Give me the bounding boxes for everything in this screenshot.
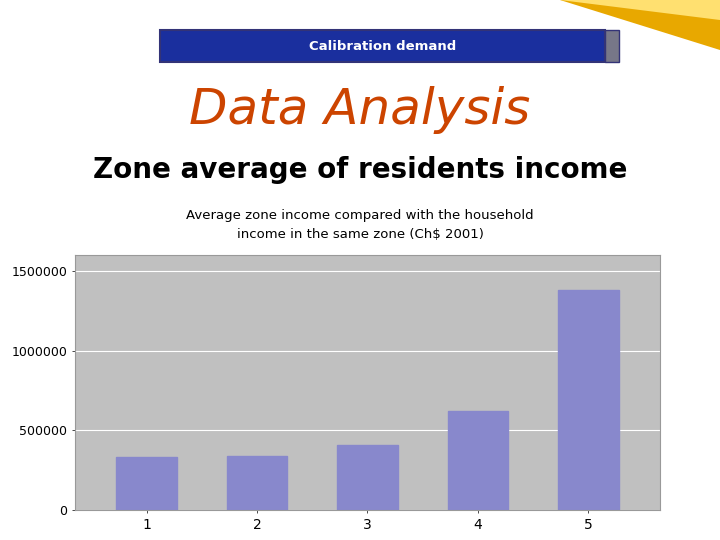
- Polygon shape: [440, 0, 720, 50]
- Polygon shape: [560, 0, 720, 20]
- Bar: [558, 290, 618, 510]
- Bar: [117, 457, 177, 510]
- FancyBboxPatch shape: [160, 30, 605, 62]
- Text: Calibration demand: Calibration demand: [309, 39, 456, 52]
- Text: Data Analysis: Data Analysis: [189, 86, 531, 134]
- Text: Zone average of residents income: Zone average of residents income: [93, 156, 627, 184]
- Bar: [337, 444, 398, 510]
- Text: Average zone income compared with the household
income in the same zone (Ch$ 200: Average zone income compared with the ho…: [186, 210, 534, 240]
- Bar: [227, 456, 287, 510]
- Bar: [448, 411, 508, 510]
- FancyBboxPatch shape: [605, 30, 619, 62]
